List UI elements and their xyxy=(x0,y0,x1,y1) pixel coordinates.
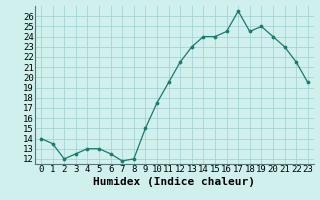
X-axis label: Humidex (Indice chaleur): Humidex (Indice chaleur) xyxy=(93,177,255,187)
